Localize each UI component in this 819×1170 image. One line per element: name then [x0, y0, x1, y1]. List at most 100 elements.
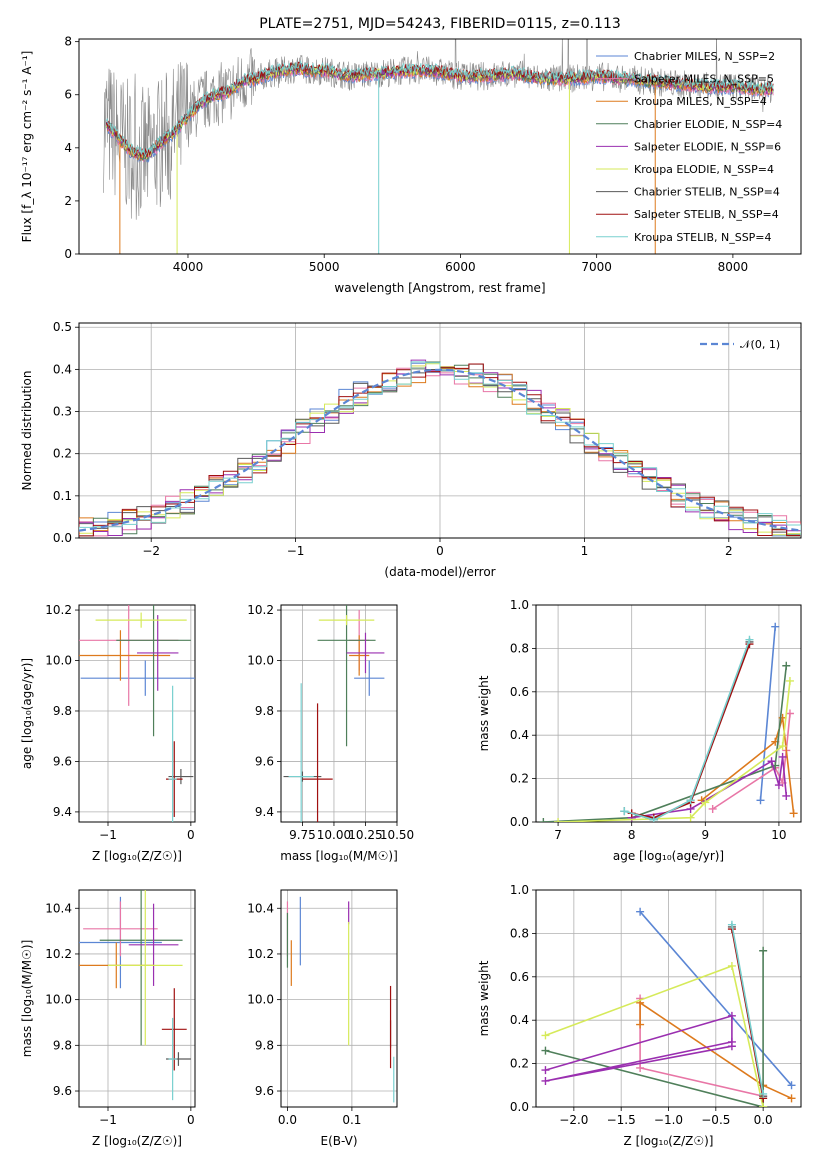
y-tick-label: 9.4 [255, 805, 274, 819]
x-tick-label: −2.0 [559, 1113, 588, 1127]
y-tick-label: 10.2 [247, 603, 274, 617]
legend-entry-chabrier-elodie: Chabrier ELODIE, N_SSP=4 [634, 118, 782, 131]
y-tick-label: 9.4 [53, 805, 72, 819]
errorbar-point-kroupa-stelib [288, 683, 314, 822]
x-tick-label: −1.0 [654, 1113, 683, 1127]
y-tick-label: 0.6 [510, 685, 529, 699]
legend-entry-salpeter-miles: Salpeter MILES, N_SSP=5 [634, 73, 774, 86]
axes-frame [535, 604, 802, 823]
weight-marker-kroupa-miles [789, 809, 798, 818]
errorbar-point-salpeter-stelib [302, 703, 333, 822]
weight-marker-kroupa-stelib [686, 796, 695, 805]
y-tick-label: 0.6 [510, 970, 529, 984]
y-tick-label: 10.4 [45, 901, 72, 915]
errorbar-point-chabrier-miles [354, 660, 385, 696]
x-tick-label: −1.5 [607, 1113, 636, 1127]
y-tick-label: 0.0 [510, 1100, 529, 1114]
legend-entry-kroupa-miles: Kroupa MILES, N_SSP=4 [634, 95, 767, 108]
x-tick-label: −1 [287, 544, 305, 558]
weight-marker-chabrier-miles [756, 796, 765, 805]
mass-vs-z-panel: −1 0 9.6 9.8 10.0 10.2 10.4 Z [log₁₀(Z/Z☉)] mass… [20, 889, 196, 1148]
weight-marker-chabrier-elodie [759, 946, 768, 955]
y-tick-label: 0.1 [53, 489, 72, 503]
figure-title: PLATE=2751, MJD=54243, FIBERID=0115, z=0… [259, 16, 621, 32]
errorbar-point-kroupa-stelib [168, 1017, 177, 1101]
x-tick-label: 0 [436, 544, 444, 558]
y-tick-label: 0.4 [53, 362, 72, 376]
y-tick-label: 10.0 [247, 654, 274, 668]
x-tick-label: 9 [701, 828, 709, 842]
x-tick-label: 0.0 [754, 1113, 773, 1127]
weight-marker-kroupa-stelib [745, 635, 754, 644]
weight-marker-chabrier-elodie [541, 1046, 550, 1055]
x-axis-label: Z [log₁₀(Z/Z☉)] [92, 1134, 182, 1148]
mass-weight-vs-z-panel: −2.0 −1.5 −1.0 −0.5 0.0 0.0 0.2 0.4 0.6 0.8 1.0 Z [… [477, 883, 802, 1148]
y-tick-label: 1.0 [510, 598, 529, 612]
errorbar-point-salpeter-elodie [346, 632, 385, 674]
weight-marker-salpeter-elodie [778, 752, 787, 761]
x-tick-label: 0.0 [278, 1113, 297, 1127]
x-axis-label: mass [log₁₀(M/M☉)] [280, 849, 398, 863]
weight-marker-salpeter-elodie [767, 757, 776, 766]
errorbar-point-kroupa-elodie [318, 615, 375, 626]
model-spectrum-salpeter-stelib [105, 61, 774, 159]
age-vs-z-panel: −1 0 9.4 9.6 9.8 10.0 10.2 Z [log₁₀(Z/Z☉)] age [… [20, 603, 196, 863]
y-tick-label: 9.6 [255, 754, 274, 768]
y-tick-label: 0.3 [53, 405, 72, 419]
gaussian-reference-curve [79, 368, 801, 532]
y-tick-label: 2 [64, 194, 72, 208]
errorbar-point-salpeter-elodie [137, 615, 179, 691]
x-axis-label: Z [log₁₀(Z/Z☉)] [624, 1134, 714, 1148]
x-tick-label: 1 [581, 544, 589, 558]
errorbar-point-chabrier-elodie [116, 605, 191, 737]
y-tick-label: 10.4 [247, 901, 274, 915]
spectrum-panel: 4000 5000 6000 7000 8000 0 2 4 6 8 wavelength [Ang… [20, 35, 802, 295]
x-tick-label: 10.00 [317, 828, 351, 842]
y-tick-label: 0.2 [510, 772, 529, 786]
weight-marker-kroupa-elodie [778, 742, 787, 751]
x-tick-label: 9.75 [289, 828, 316, 842]
y-axis-label: age [log₁₀(age/yr)] [20, 658, 34, 769]
axes-frame [280, 604, 398, 823]
weight-marker-salpeter-elodie [541, 1076, 550, 1085]
errorbar-point-chabrier-elodie [99, 890, 183, 1046]
x-axis-label: Z [log₁₀(Z/Z☉)] [92, 849, 182, 863]
x-tick-label: −0.5 [701, 1113, 730, 1127]
legend-entry-salpeter-stelib: Salpeter STELIB, N_SSP=4 [634, 208, 779, 221]
y-tick-label: 0.5 [53, 320, 72, 334]
weight-line-chabrier-elodie [545, 950, 764, 1107]
x-tick-label: 0.1 [342, 1113, 361, 1127]
y-tick-label: 0 [64, 247, 72, 261]
y-tick-label: 0.2 [510, 1057, 529, 1071]
x-tick-label: 5000 [309, 260, 340, 274]
y-tick-label: 9.8 [53, 1038, 72, 1052]
y-tick-label: 10.2 [45, 947, 72, 961]
legend-entry-salpeter-elodie: Salpeter ELODIE, N_SSP=6 [634, 140, 781, 153]
errorbar-point-chabrier-miles [80, 660, 195, 696]
x-tick-label: −1 [99, 1113, 117, 1127]
y-tick-label: 9.6 [53, 1084, 72, 1098]
x-tick-label: 10.50 [380, 828, 414, 842]
x-tick-label: 7000 [581, 260, 612, 274]
legend-entry-kroupa-stelib: Kroupa STELIB, N_SSP=4 [634, 231, 772, 244]
weight-marker-kroupa-stelib [727, 920, 736, 929]
x-tick-label: −1 [99, 828, 117, 842]
y-tick-label: 0.0 [510, 815, 529, 829]
weight-marker-kroupa-stelib [620, 807, 629, 816]
x-tick-label: 4000 [173, 260, 204, 274]
weight-marker-salpeter-miles [636, 1063, 645, 1072]
x-tick-label: 0 [187, 1113, 195, 1127]
weight-marker-kroupa-stelib [649, 815, 658, 822]
weight-marker-kroupa-miles [787, 1094, 796, 1103]
x-tick-label: 10 [771, 828, 786, 842]
y-tick-label: 10.0 [247, 993, 274, 1007]
y-tick-label: 9.8 [255, 1038, 274, 1052]
x-tick-label: −2 [142, 544, 160, 558]
legend-entry-chabrier-miles: Chabrier MILES, N_SSP=2 [634, 50, 775, 63]
y-tick-label: 4 [64, 141, 72, 155]
errorbar-point-salpeter-stelib [161, 988, 187, 1071]
y-tick-label: 9.6 [255, 1084, 274, 1098]
axes-frame [78, 322, 802, 539]
weight-marker-salpeter-elodie [541, 1066, 550, 1075]
y-tick-label: 8 [64, 35, 72, 49]
